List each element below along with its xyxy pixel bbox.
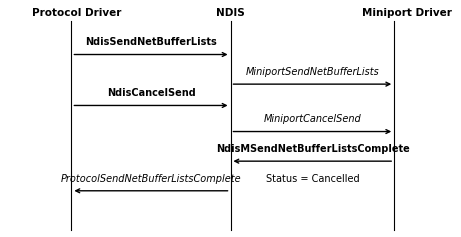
Text: ProtocolSendNetBufferListsComplete: ProtocolSendNetBufferListsComplete — [61, 174, 242, 184]
Text: Status = Cancelled: Status = Cancelled — [266, 174, 360, 184]
Text: Miniport Driver: Miniport Driver — [362, 8, 452, 18]
Text: NdisMSendNetBufferListsComplete: NdisMSendNetBufferListsComplete — [216, 144, 409, 154]
Text: MiniportSendNetBufferLists: MiniportSendNetBufferLists — [246, 67, 379, 77]
Text: NdisCancelSend: NdisCancelSend — [107, 88, 195, 98]
Text: MiniportCancelSend: MiniportCancelSend — [264, 114, 361, 124]
Text: Protocol Driver: Protocol Driver — [32, 8, 122, 18]
Text: NDIS: NDIS — [216, 8, 245, 18]
Text: NdisSendNetBufferLists: NdisSendNetBufferLists — [85, 37, 217, 47]
